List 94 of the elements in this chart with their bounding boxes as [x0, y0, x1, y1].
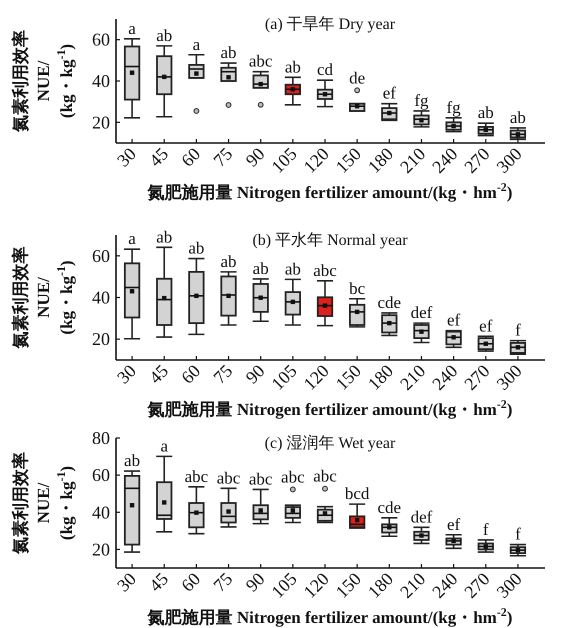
x-tick-label: 75: [209, 144, 236, 171]
x-tick-label: 105: [267, 360, 301, 394]
x-tick-label: 45: [145, 360, 172, 388]
annotation: ab: [188, 238, 204, 258]
x-tick-label: 150: [332, 360, 365, 394]
chart-title: (c) 湿润年 Wet year: [264, 434, 396, 452]
y-tick-label: 20: [92, 112, 110, 132]
x-tick-label: 60: [177, 360, 204, 388]
x-tick-label: 105: [267, 568, 301, 602]
chart-title: (a) 干旱年 Dry year: [264, 16, 396, 33]
x-axis-title: 氮肥施用量 Nitrogen fertilizer amount/(kg・hm$^{-2}$): [146, 605, 512, 627]
y-tick-label: 20: [92, 539, 110, 560]
annotation: ef: [382, 84, 396, 103]
annotation: f: [515, 524, 522, 544]
annotation: a: [192, 34, 201, 54]
annotation: def: [410, 303, 433, 322]
x-tick-label: 60: [177, 144, 204, 171]
x-tick-label: 30: [113, 144, 140, 171]
annotation: abc: [184, 466, 209, 486]
annotation: ef: [447, 514, 461, 534]
annotation: a: [160, 436, 168, 456]
x-tick-label: 210: [396, 144, 430, 177]
x-axis-title: 氮肥施用量 Nitrogen fertilizer amount/(kg・hm$^{-2}$): [146, 180, 512, 202]
y-tick-label: 60: [92, 465, 110, 486]
annotation: a: [128, 18, 136, 38]
annotation: abc: [248, 52, 273, 71]
y-tick-label: 40: [92, 71, 110, 91]
x-tick-label: 120: [300, 144, 333, 177]
x-tick-label: 75: [209, 568, 236, 596]
annotation: ab: [124, 451, 140, 470]
x-tick-label: 150: [332, 144, 365, 177]
annotation: abc: [313, 466, 338, 486]
annotation: ab: [510, 108, 526, 127]
x-tick-label: 180: [364, 360, 398, 394]
annotation: abc: [248, 469, 273, 488]
annotation: ab: [156, 26, 172, 45]
annotation: ef: [479, 316, 493, 336]
annotation: cde: [378, 498, 402, 517]
x-tick-label: 240: [428, 144, 462, 177]
annotation: ab: [284, 57, 301, 76]
x-tick-label: 300: [492, 568, 526, 602]
x-tick-label: 210: [396, 568, 430, 602]
x-tick-label: 270: [460, 144, 494, 177]
x-tick-label: 75: [209, 360, 236, 388]
x-tick-label: 30: [113, 360, 140, 388]
x-tick-label: 90: [242, 144, 269, 171]
y-tick-label: 40: [92, 502, 110, 522]
x-tick-label: 120: [300, 568, 333, 602]
annotation: abc: [313, 260, 338, 280]
annotation: ab: [284, 259, 301, 278]
annotation: ab: [156, 227, 172, 246]
y-tick-label: 60: [92, 246, 110, 266]
annotation: cde: [378, 292, 402, 312]
y-tick-label: 40: [92, 288, 110, 308]
x-tick-label: 270: [460, 360, 494, 394]
x-tick-label: 120: [300, 360, 333, 394]
x-tick-label: 180: [364, 144, 398, 177]
annotation: fg: [414, 90, 430, 110]
x-tick-label: 45: [145, 568, 172, 596]
x-tick-label: 90: [242, 360, 269, 388]
annotation: abc: [281, 467, 306, 486]
annotation: f: [515, 320, 522, 340]
x-tick-label: 270: [460, 568, 494, 602]
x-tick-label: 300: [492, 360, 526, 394]
annotation: bc: [349, 278, 366, 298]
annotation: ab: [478, 103, 494, 122]
annotation: a: [128, 229, 136, 248]
annotation: abc: [216, 468, 241, 488]
x-axis-title: 氮肥施用量 Nitrogen fertilizer amount/(kg・hm$^{-2}$): [146, 397, 512, 419]
annotation: f: [482, 520, 489, 539]
x-tick-label: 150: [332, 568, 365, 602]
annotation: de: [349, 68, 366, 88]
x-tick-label: 240: [428, 360, 462, 394]
x-tick-label: 240: [428, 568, 462, 602]
annotation: ef: [447, 310, 461, 330]
annotation: ab: [252, 258, 269, 278]
y-tick-label: 60: [92, 30, 110, 50]
chart-title: (b) 平水年 Normal year: [252, 231, 408, 249]
x-tick-label: 60: [177, 568, 204, 596]
annotation: ab: [220, 252, 237, 271]
x-tick-label: 105: [267, 144, 301, 177]
annotation: cd: [316, 60, 334, 80]
annotation: def: [410, 507, 433, 526]
annotation: ab: [220, 43, 237, 62]
x-tick-label: 300: [492, 144, 526, 177]
x-tick-label: 30: [113, 568, 140, 596]
annotation: fg: [446, 98, 462, 117]
annotation: bcd: [344, 484, 370, 504]
y-tick-label: 20: [92, 329, 110, 350]
x-tick-label: 210: [396, 360, 430, 394]
x-tick-label: 90: [242, 568, 269, 596]
y-tick-label: 80: [92, 428, 110, 448]
x-tick-label: 180: [364, 568, 398, 602]
x-tick-label: 45: [145, 144, 172, 171]
